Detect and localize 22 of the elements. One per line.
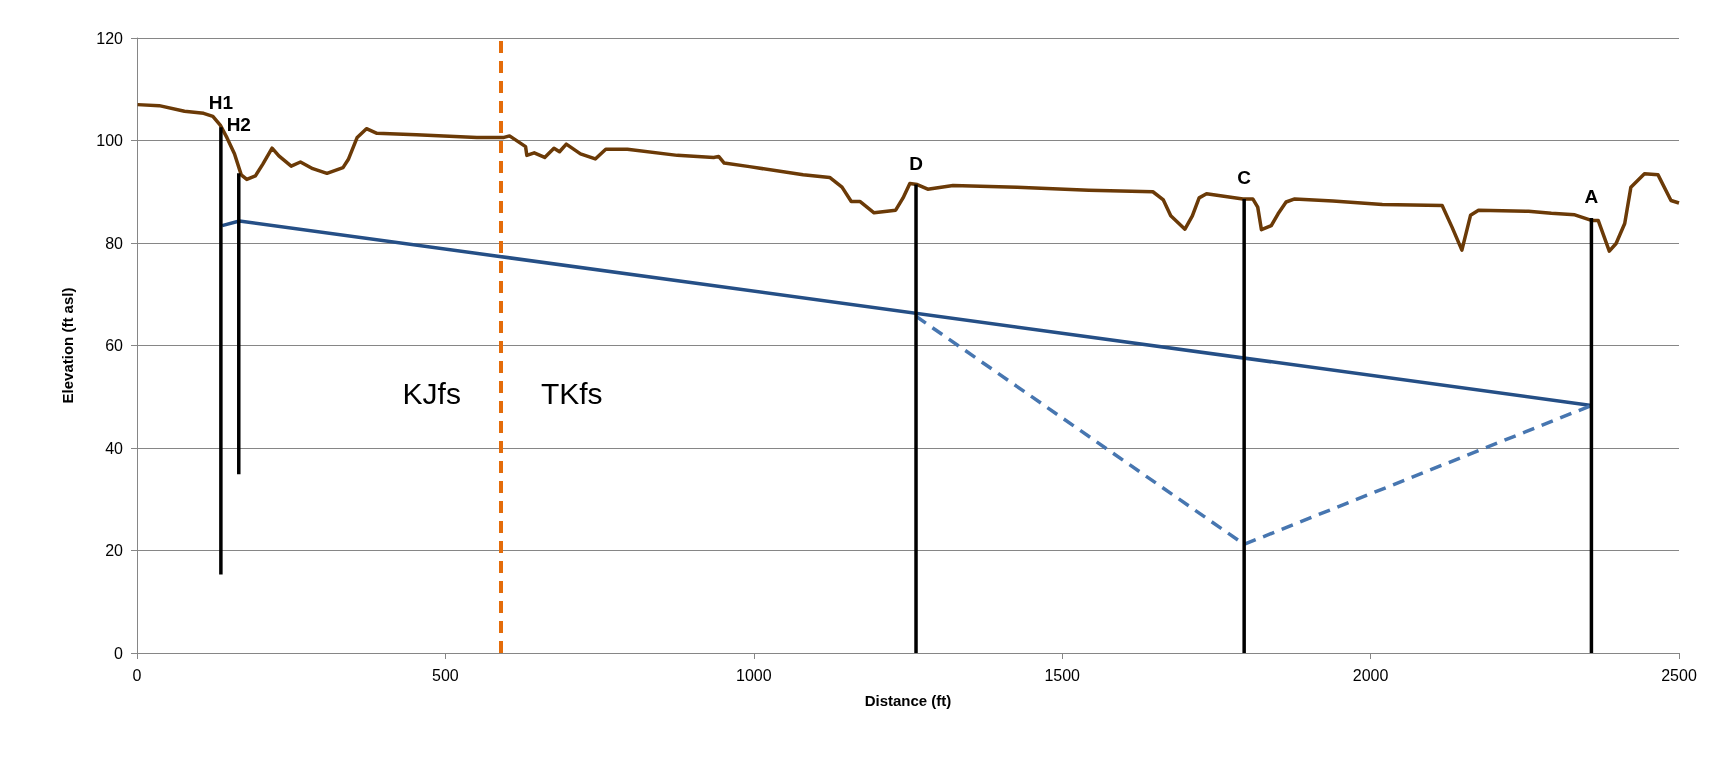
annotation: H2: [226, 113, 251, 135]
annotation: TKfs: [540, 377, 603, 411]
x-tick-label: 2500: [1661, 666, 1697, 684]
y-tick-label: 0: [114, 644, 124, 662]
x-axis-title: Distance (ft): [864, 692, 952, 709]
y-tick-label: 80: [105, 234, 124, 252]
y-tick-label: 20: [105, 542, 124, 559]
annotation: H1: [208, 92, 234, 114]
x-tick-label: 0: [132, 666, 142, 684]
annotation: A: [1584, 185, 1599, 207]
y-tick-label: 100: [96, 132, 124, 149]
annotation: D: [909, 152, 923, 174]
x-tick-label: 500: [432, 666, 459, 684]
annotation: C: [1237, 166, 1252, 188]
y-tick-label: 40: [105, 439, 124, 457]
y-axis-title: Elevation (ft asl): [59, 287, 76, 404]
x-tick-label: 2000: [1352, 666, 1389, 684]
y-tick-label: 60: [105, 337, 124, 354]
x-tick-label: 1500: [1044, 666, 1081, 684]
x-tick-label: 1000: [736, 666, 772, 684]
y-tick-label: 120: [96, 29, 124, 47]
annotation: KJfs: [402, 377, 461, 411]
